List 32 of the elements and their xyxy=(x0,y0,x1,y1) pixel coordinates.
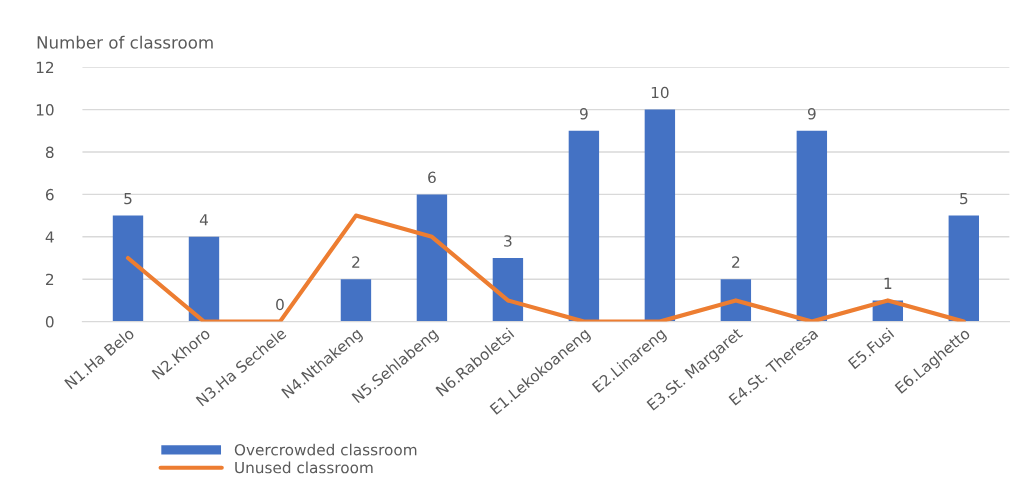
y-tick-label: 6 xyxy=(45,188,54,201)
data-label: 9 xyxy=(579,107,588,120)
data-label: 3 xyxy=(504,235,512,247)
y-tick-label: 10 xyxy=(36,104,54,116)
data-label: 9 xyxy=(807,107,816,120)
data-label: 5 xyxy=(960,192,968,205)
data-label: 4 xyxy=(199,214,208,226)
bar xyxy=(340,279,372,322)
bar xyxy=(796,130,828,322)
data-label: 0 xyxy=(276,298,284,311)
y-axis-title: Number of classroom xyxy=(37,35,213,49)
data-label: 2 xyxy=(732,256,740,268)
y-tick-label: 12 xyxy=(36,61,54,73)
y-tick-label: 4 xyxy=(45,231,54,243)
data-label: 1 xyxy=(884,277,892,289)
bar xyxy=(416,194,448,322)
bar xyxy=(492,258,524,322)
data-label: 10 xyxy=(651,86,669,99)
y-tick-label: 8 xyxy=(45,146,54,159)
data-label: 2 xyxy=(352,256,360,268)
legend-label: Unused classroom xyxy=(235,461,373,474)
bar xyxy=(568,130,600,322)
y-tick-label: 2 xyxy=(46,273,54,285)
bar xyxy=(112,215,144,322)
line-series xyxy=(125,213,966,322)
bar xyxy=(644,109,676,322)
bar xyxy=(188,236,220,322)
y-tick-label: 0 xyxy=(45,316,54,328)
data-label: 5 xyxy=(124,192,132,205)
bar xyxy=(948,215,980,322)
data-label: 6 xyxy=(428,171,436,184)
legend-label: Overcrowded classroom xyxy=(234,443,417,456)
